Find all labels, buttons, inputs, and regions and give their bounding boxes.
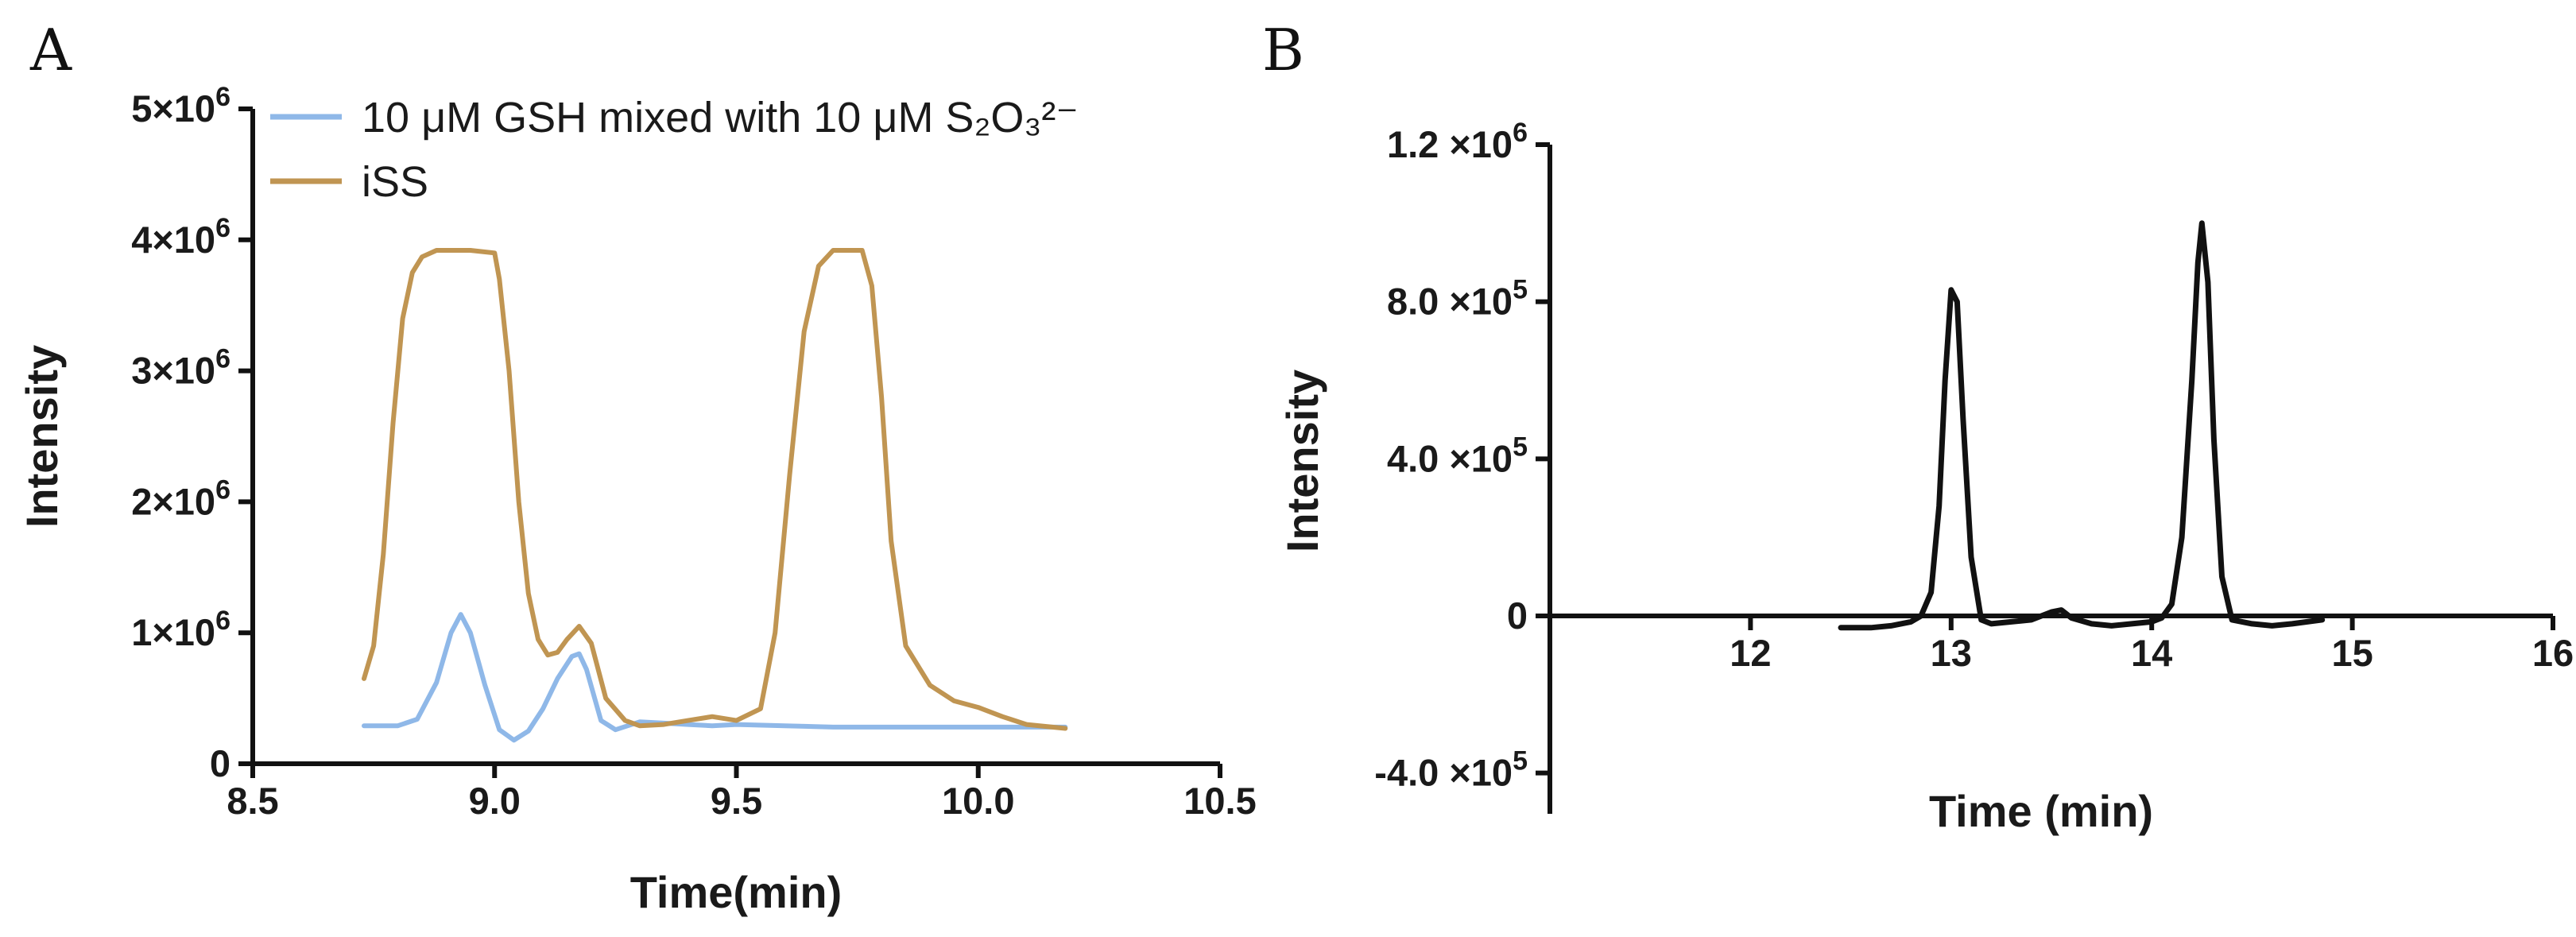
panel-a-x-ticks: 8.5 9.0 9.5 10.0 10.5 (227, 764, 1257, 822)
x-tick-label: 15 (2331, 632, 2373, 674)
panel-a-chart: A 0 1×106 2×106 3×106 4×106 5×106 8.5 9.0 9.5 10… (17, 17, 1257, 917)
panel-a-x-axis-title: Time(min) (630, 867, 843, 917)
x-tick-label: 10.5 (1183, 780, 1256, 822)
y-tick-label: -4.0 ×105 (1374, 746, 1528, 794)
x-tick-label: 8.5 (227, 780, 278, 822)
y-tick-label: 0 (210, 742, 230, 784)
x-tick-label: 9.0 (469, 780, 521, 822)
series-line-gsh (362, 612, 1068, 743)
panel-a-series (362, 248, 1068, 743)
y-tick-label: 0 (1507, 594, 1528, 637)
panel-b-series (1838, 220, 2326, 631)
y-tick-label: 5×106 (131, 82, 230, 130)
x-tick-label: 10.0 (942, 780, 1014, 822)
x-tick-label: 12 (1730, 632, 1771, 674)
x-tick-label: 14 (2131, 632, 2172, 674)
panel-a-letter: A (29, 17, 72, 83)
x-tick-label: 16 (2532, 632, 2574, 674)
series-line-trace (1838, 220, 2326, 631)
panel-a-legend: 10 μM GSH mixed with 10 μM S₂O₃²⁻ iSS (270, 94, 1079, 206)
panel-b-y-ticks: -4.0 ×105 0 4.0 ×105 8.0 ×105 1.2 ×106 (1374, 118, 1550, 794)
y-tick-label: 8.0 ×105 (1387, 275, 1528, 323)
y-tick-label: 1×106 (131, 606, 230, 653)
y-tick-label: 1.2 ×106 (1387, 118, 1528, 165)
x-tick-label: 13 (1931, 632, 1972, 674)
y-tick-label: 2×106 (131, 474, 230, 522)
y-tick-label: 4×106 (131, 213, 230, 261)
legend-label-iss: iSS (362, 158, 428, 206)
y-tick-label: 4.0 ×105 (1387, 432, 1528, 479)
y-tick-label: 3×106 (131, 344, 230, 392)
panel-a-y-ticks: 0 1×106 2×106 3×106 4×106 5×106 (131, 82, 253, 784)
panel-b-y-axis-title: Intensity (1277, 370, 1327, 552)
series-line-iss (362, 248, 1068, 731)
panel-b-x-axis-title: Time (min) (1929, 786, 2153, 836)
panel-b-x-ticks: 12 13 14 15 16 (1730, 616, 2574, 674)
x-tick-label: 9.5 (711, 780, 762, 822)
panel-a-y-axis-title: Intensity (17, 345, 67, 528)
panel-b-letter: B (1262, 17, 1304, 83)
legend-label-gsh: 10 μM GSH mixed with 10 μM S₂O₃²⁻ (362, 94, 1079, 141)
